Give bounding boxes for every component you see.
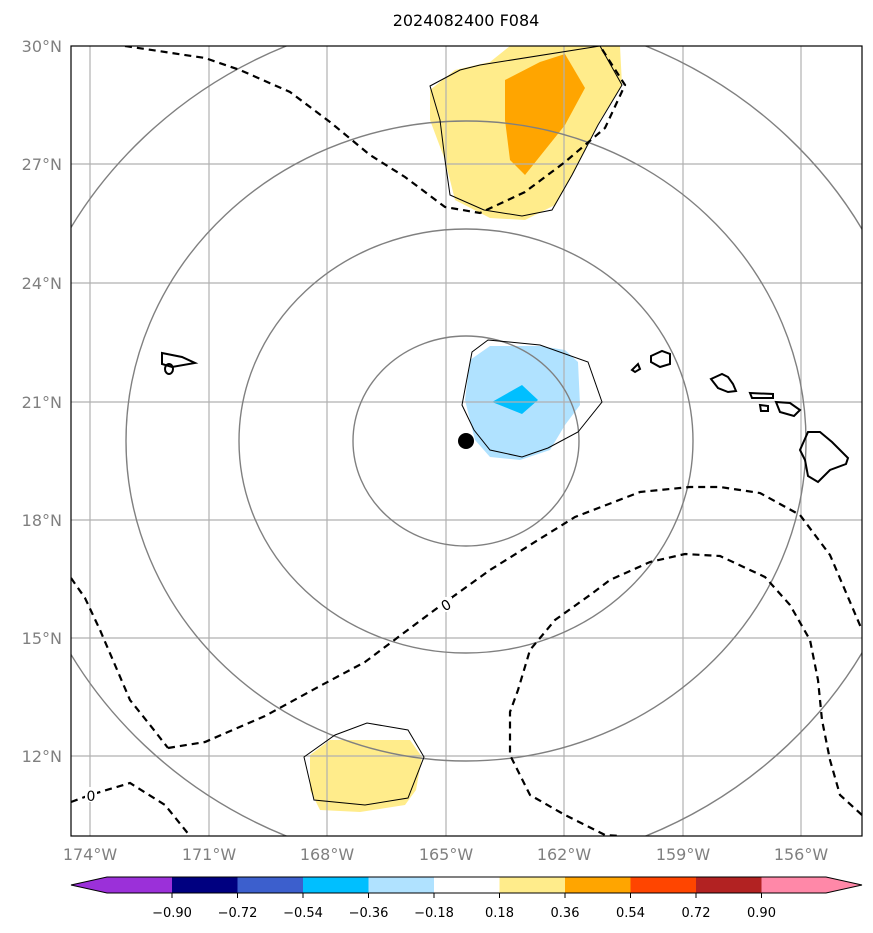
- colorbar: −0.90 −0.72 −0.54 −0.36 −0.18 0.18 0.36 …: [70, 876, 863, 921]
- colorbar-segment: [107, 877, 173, 893]
- range-ring-1: [352, 335, 580, 547]
- colorbar-tick-label: 0.90: [747, 906, 776, 921]
- latitude-labels: 30°N 27°N 24°N 21°N 18°N 15°N 12°N: [22, 37, 62, 766]
- island-niihau: [630, 362, 642, 374]
- island-maui: [774, 400, 802, 418]
- contour-west: [71, 577, 169, 749]
- coastlines: [161, 349, 850, 484]
- colorbar-segment: [303, 877, 369, 893]
- colorbar-segment: [761, 877, 827, 893]
- positive-anomaly-south: [310, 740, 422, 812]
- lon-label-159w: 159°W: [656, 845, 711, 864]
- contour-east-loop: [508, 552, 862, 836]
- contour-north: [124, 46, 627, 215]
- island-french-frigate: [161, 351, 199, 369]
- contour-southwest: [71, 781, 191, 836]
- colorbar-tick-label: −0.36: [349, 906, 389, 921]
- lat-label-18n: 18°N: [22, 511, 62, 530]
- longitude-labels: 174°W 171°W 168°W 165°W 162°W 159°W 156°…: [63, 845, 829, 864]
- storm-center-marker: [458, 433, 474, 449]
- gridlines: [71, 46, 862, 836]
- lat-label-15n: 15°N: [22, 629, 62, 648]
- island-lanai: [758, 403, 769, 412]
- colorbar-tick-label: −0.90: [152, 906, 192, 921]
- island-hawaii: [798, 431, 850, 484]
- positive-anomaly-north-strong: [505, 54, 585, 175]
- lat-label-21n: 21°N: [22, 393, 62, 412]
- colorbar-tick-label: −0.72: [218, 906, 258, 921]
- contour-label-southwest: 0: [87, 789, 96, 805]
- colorbar-segment: [368, 877, 434, 893]
- colorbar-tick-label: 0.36: [551, 906, 580, 921]
- colorbar-tick-label: 0.18: [485, 906, 514, 921]
- lat-label-12n: 12°N: [22, 747, 62, 766]
- colorbar-tick-label: −0.18: [414, 906, 454, 921]
- lon-label-171w: 171°W: [182, 845, 237, 864]
- colorbar-segment: [499, 877, 565, 893]
- colorbar-outline: [70, 876, 863, 894]
- range-ring-2: [238, 228, 694, 654]
- lon-label-165w: 165°W: [419, 845, 474, 864]
- island-small-west: [164, 363, 174, 375]
- colorbar-segment: [565, 877, 631, 893]
- dashed-contours: [71, 46, 862, 836]
- contour-labels: 0 0: [85, 597, 454, 805]
- shaded-anomaly-fields: [310, 46, 622, 812]
- range-ring-3: [125, 120, 807, 762]
- contour-label-center: 0: [439, 597, 455, 615]
- island-kauai: [650, 349, 671, 369]
- colorbar-tick-label: 0.72: [682, 906, 711, 921]
- lat-label-30n: 30°N: [22, 37, 62, 56]
- lon-label-156w: 156°W: [774, 845, 829, 864]
- map-panel: 0 0: [71, 46, 862, 836]
- negative-anomaly-center-strong: [492, 385, 538, 414]
- colorbar-segment: [434, 877, 500, 893]
- lat-label-27n: 27°N: [22, 155, 62, 174]
- colorbar-segment: [237, 877, 303, 893]
- lon-label-174w: 174°W: [63, 845, 118, 864]
- lon-label-168w: 168°W: [300, 845, 355, 864]
- colorbar-tick-label: −0.54: [283, 906, 323, 921]
- lon-label-162w: 162°W: [537, 845, 592, 864]
- range-rings: [71, 46, 862, 836]
- colorbar-extend-low: [71, 877, 107, 893]
- island-oahu: [709, 372, 738, 394]
- contour-zero-center: [167, 485, 862, 750]
- colorbar-segment: [172, 877, 238, 893]
- map-title: 2024082400 F084: [393, 11, 540, 30]
- significance-outlines: [303, 46, 623, 806]
- colorbar-segment: [696, 877, 762, 893]
- island-molokai: [748, 391, 774, 399]
- colorbar-extend-high: [826, 877, 862, 893]
- lat-label-24n: 24°N: [22, 274, 62, 293]
- map-frame: [70, 45, 863, 837]
- colorbar-tick-label: 0.54: [616, 906, 645, 921]
- colorbar-segment: [630, 877, 696, 893]
